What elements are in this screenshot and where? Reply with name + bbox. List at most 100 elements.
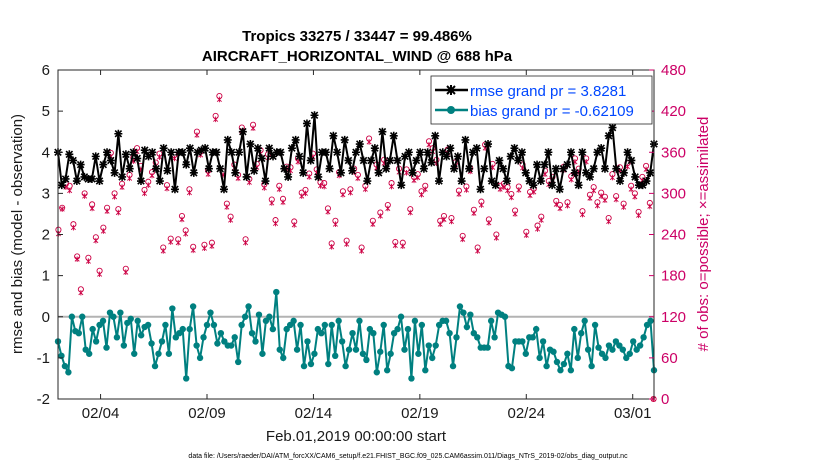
bias-point — [602, 354, 609, 362]
rmse-point — [574, 181, 583, 190]
x-tick-label: 03/01 — [614, 405, 652, 422]
rmse-point — [563, 160, 572, 169]
rmse-point — [291, 135, 300, 144]
rmse-point — [412, 156, 421, 165]
bias-point — [418, 321, 426, 329]
rmse-point — [212, 148, 221, 157]
bias-point — [113, 334, 121, 341]
bias-point — [609, 346, 616, 353]
rmse-point — [348, 166, 357, 175]
y-axis-label-left: rmse and bias (model - observation) — [9, 114, 26, 354]
bias-point — [92, 338, 100, 345]
bias-point — [557, 367, 564, 374]
obs-assimilated-point — [407, 209, 413, 216]
rmse-point — [155, 177, 164, 186]
rmse-point — [359, 156, 368, 165]
bias-point — [300, 362, 308, 370]
obs-assimilated-point — [362, 186, 368, 193]
obs-assimilated-point — [400, 243, 406, 249]
obs-assimilated-point — [70, 224, 76, 231]
rmse-point — [446, 144, 455, 153]
y-right-tick-label: 420 — [661, 103, 686, 120]
rmse-point — [125, 164, 134, 173]
rmse-point — [223, 135, 232, 144]
x-tick-label: 02/14 — [295, 405, 333, 422]
bias-point — [335, 317, 342, 325]
rmse-point — [623, 148, 632, 157]
rmse-point — [582, 168, 591, 177]
rmse-point — [382, 164, 391, 173]
rmse-point — [159, 144, 168, 153]
rmse-point — [310, 111, 319, 120]
bias-point — [380, 321, 387, 329]
y-right-tick-label: 300 — [661, 185, 686, 202]
bias-point — [293, 346, 301, 353]
rmse-point — [510, 144, 519, 153]
obs-assimilated-point — [609, 174, 615, 181]
bias-point — [370, 330, 377, 337]
bias-point — [578, 330, 585, 337]
bias-point — [297, 321, 304, 329]
bias-point — [325, 360, 332, 368]
rmse-point — [299, 168, 308, 177]
rmse-point — [427, 158, 436, 167]
obs-assimilated-point — [557, 205, 563, 212]
rmse-point — [570, 168, 579, 177]
rmse-point — [352, 148, 360, 157]
bias-point — [207, 309, 214, 316]
rmse-point — [219, 185, 228, 194]
rmse-point — [227, 148, 236, 157]
legend-box — [430, 75, 653, 125]
obs-assimilated-point — [591, 187, 597, 194]
obs-assimilated-point — [411, 177, 417, 184]
rmse-point — [401, 152, 410, 161]
obs-assimilated-point — [516, 187, 522, 193]
y-left-tick-label: -2 — [37, 391, 50, 408]
rmse-point — [397, 181, 406, 190]
bias-point — [394, 325, 401, 333]
bias-point — [273, 288, 280, 296]
bias-point — [487, 317, 495, 325]
rmse-point — [148, 148, 157, 157]
bias-point — [550, 348, 557, 355]
rmse-point — [480, 164, 489, 173]
rmse-point — [287, 144, 296, 153]
rmse-point — [265, 144, 274, 153]
rmse-point — [597, 144, 606, 153]
bias-point — [252, 338, 259, 345]
obs-assimilated-point — [606, 218, 612, 225]
obs-assimilated-point — [426, 141, 432, 148]
rmse-point — [442, 152, 451, 161]
rmse-point — [238, 127, 247, 136]
y-left-tick-label: -1 — [37, 350, 50, 367]
obs-assimilated-point — [385, 205, 391, 212]
rmse-point — [631, 172, 640, 181]
rmse-point — [472, 144, 481, 153]
bias-point — [404, 325, 412, 333]
rmse-point — [314, 172, 323, 181]
bias-point — [349, 330, 356, 337]
obs-assimilated-point — [325, 209, 331, 215]
bias-point — [85, 350, 93, 357]
rmse-point — [416, 148, 425, 157]
bias-point — [75, 330, 82, 337]
bias-point — [144, 321, 152, 329]
rmse-point — [253, 144, 262, 153]
obs-assimilated-point — [115, 209, 121, 216]
bias-point — [401, 346, 408, 353]
obs-assimilated-point — [160, 248, 166, 254]
obs-assimilated-point — [602, 197, 608, 204]
rmse-point — [374, 168, 383, 177]
bias-point — [196, 354, 204, 362]
rmse-point — [302, 119, 311, 128]
obs-assimilated-point — [535, 226, 541, 232]
obs-assimilated-point — [508, 194, 514, 201]
bias-point — [508, 364, 516, 372]
obs-assimilated-point — [261, 185, 267, 191]
rmse-point — [529, 181, 538, 190]
rmse-point — [450, 164, 459, 173]
obs-assimilated-point — [370, 221, 376, 228]
rmse-point — [408, 168, 417, 177]
obs-assimilated-point — [299, 193, 305, 199]
x-tick-label: 02/04 — [82, 405, 120, 422]
